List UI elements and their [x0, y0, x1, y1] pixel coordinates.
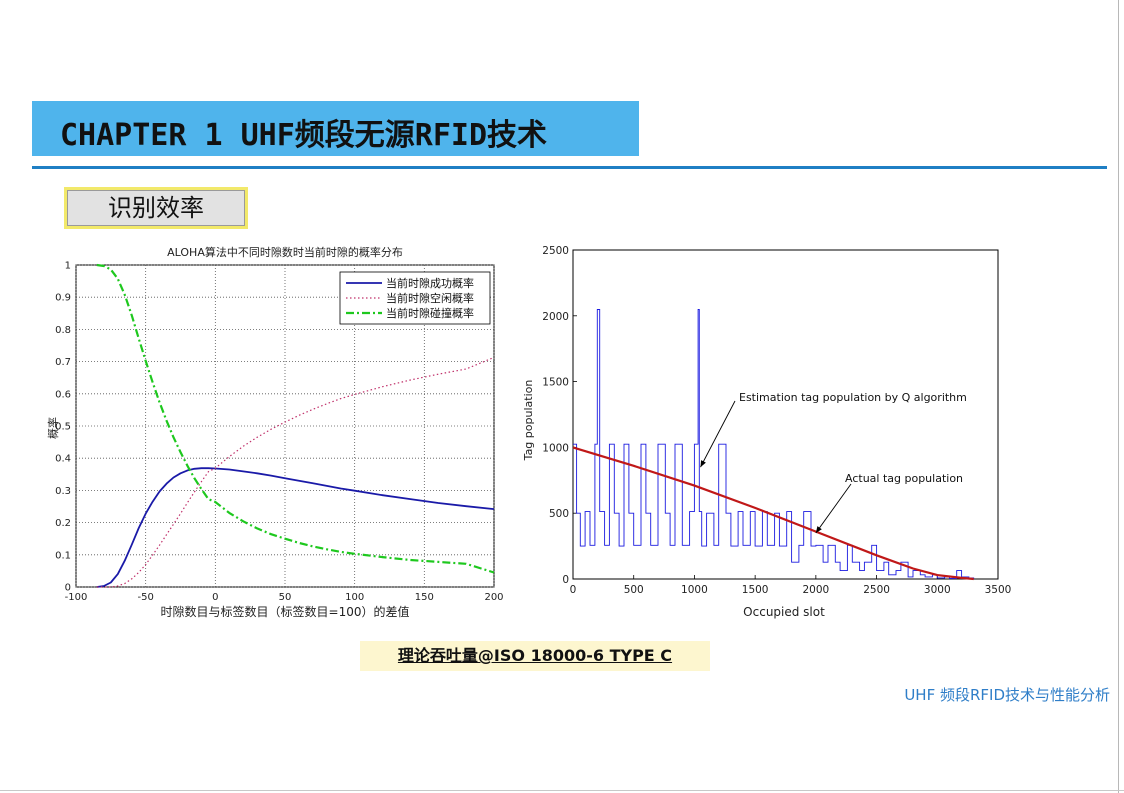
y-tick-label: 0.7	[55, 357, 71, 368]
collision-probability-line	[96, 263, 495, 574]
y-tick-label: 1000	[542, 442, 569, 454]
x-axis-label: Occupied slot	[743, 605, 825, 619]
annotation-actual-arrow	[815, 483, 852, 534]
x-axis-label: 时隙数目与标签数目（标签数目=100）的差值	[161, 604, 410, 619]
y-tick-label: 500	[549, 508, 569, 520]
y-tick-label: 2000	[542, 311, 569, 323]
x-tick-label: 500	[624, 584, 644, 596]
annotation-estimate-arrow-head	[700, 460, 706, 468]
x-tick-label: 200	[484, 592, 503, 603]
y-tick-label: 0.3	[55, 486, 71, 497]
tag-population-chart: Tag population Occupied slot 0 500 1000 150…	[522, 245, 1011, 619]
plot-area: 0 500 1000 1500 2000 2500 3000 3500 0 500 1000 1500…	[542, 245, 1011, 596]
annotation-estimate-label: Estimation tag population by Q algorithm	[739, 391, 967, 404]
y-tick-label: 0.9	[55, 293, 71, 304]
y-tick-label: 0.8	[55, 325, 71, 336]
x-tick-label: 2000	[802, 584, 829, 596]
actual-population-line	[572, 446, 974, 581]
x-tick-label: -100	[65, 592, 88, 603]
y-tick-label: 1500	[542, 377, 569, 389]
idle-probability-line	[96, 356, 495, 588]
y-tick-label: 0.5	[55, 422, 71, 433]
y-tick-label: 1	[65, 261, 71, 272]
annotation-actual-label: Actual tag population	[845, 472, 963, 485]
x-tick-label: 2500	[863, 584, 890, 596]
x-tick-label: 50	[279, 592, 292, 603]
footer-note: UHF 频段RFID技术与性能分析	[904, 686, 1110, 704]
y-axis-label: 概率	[46, 417, 60, 439]
x-tick-label: 0	[570, 584, 577, 596]
legend-label: 当前时隙成功概率	[386, 276, 474, 290]
y-tick-label: 2500	[542, 245, 569, 257]
chapter-title: CHAPTER 1 UHF频段无源RFID技术	[60, 118, 548, 153]
x-tick-label: 150	[415, 592, 434, 603]
x-tick-label: 0	[212, 592, 218, 603]
x-tick-label: -50	[137, 592, 153, 603]
x-tick-label: 1500	[742, 584, 769, 596]
y-axis-label: Tag population	[522, 380, 535, 462]
y-tick-label: 0.1	[55, 550, 71, 561]
legend-label: 当前时隙空闲概率	[386, 291, 474, 305]
chapter-divider	[32, 166, 1107, 169]
y-tick-label: 0.2	[55, 518, 71, 529]
x-tick-label: 3000	[924, 584, 951, 596]
x-tick-label: 3500	[985, 584, 1012, 596]
y-tick-label: 0	[562, 574, 569, 586]
success-probability-line	[96, 467, 495, 588]
section-badge: 识别效率	[64, 187, 248, 229]
estimated-population-line	[573, 309, 975, 579]
x-tick-label: 100	[345, 592, 364, 603]
y-tick-label: 0.6	[55, 389, 71, 400]
page-edge-right	[1118, 0, 1119, 793]
legend-box	[339, 271, 491, 325]
aloha-probability-chart: ALOHA算法中不同时隙数时当前时隙的概率分布 概率 时隙数目与标签数目（标签数…	[46, 245, 504, 619]
annotation-actual-arrow-head	[815, 526, 822, 533]
chapter-banner	[32, 101, 639, 156]
x-tick-label: 1000	[681, 584, 708, 596]
legend-label: 当前时隙碰撞概率	[386, 306, 474, 320]
y-tick-label: 0	[65, 583, 71, 594]
y-tick-label: 0.4	[55, 454, 71, 465]
caption: 理论吞吐量@ISO 18000-6 TYPE C	[360, 641, 710, 671]
annotation-estimate-arrow	[700, 400, 736, 468]
chart-title: ALOHA算法中不同时隙数时当前时隙的概率分布	[167, 245, 403, 259]
plot-area: -100 -50 0 50 100 150 200 0 0.1 0.2 0.3 0.4 0.5 0.6 0.…	[55, 261, 503, 604]
plot-frame	[572, 249, 999, 580]
page-edge-bottom	[0, 790, 1124, 791]
